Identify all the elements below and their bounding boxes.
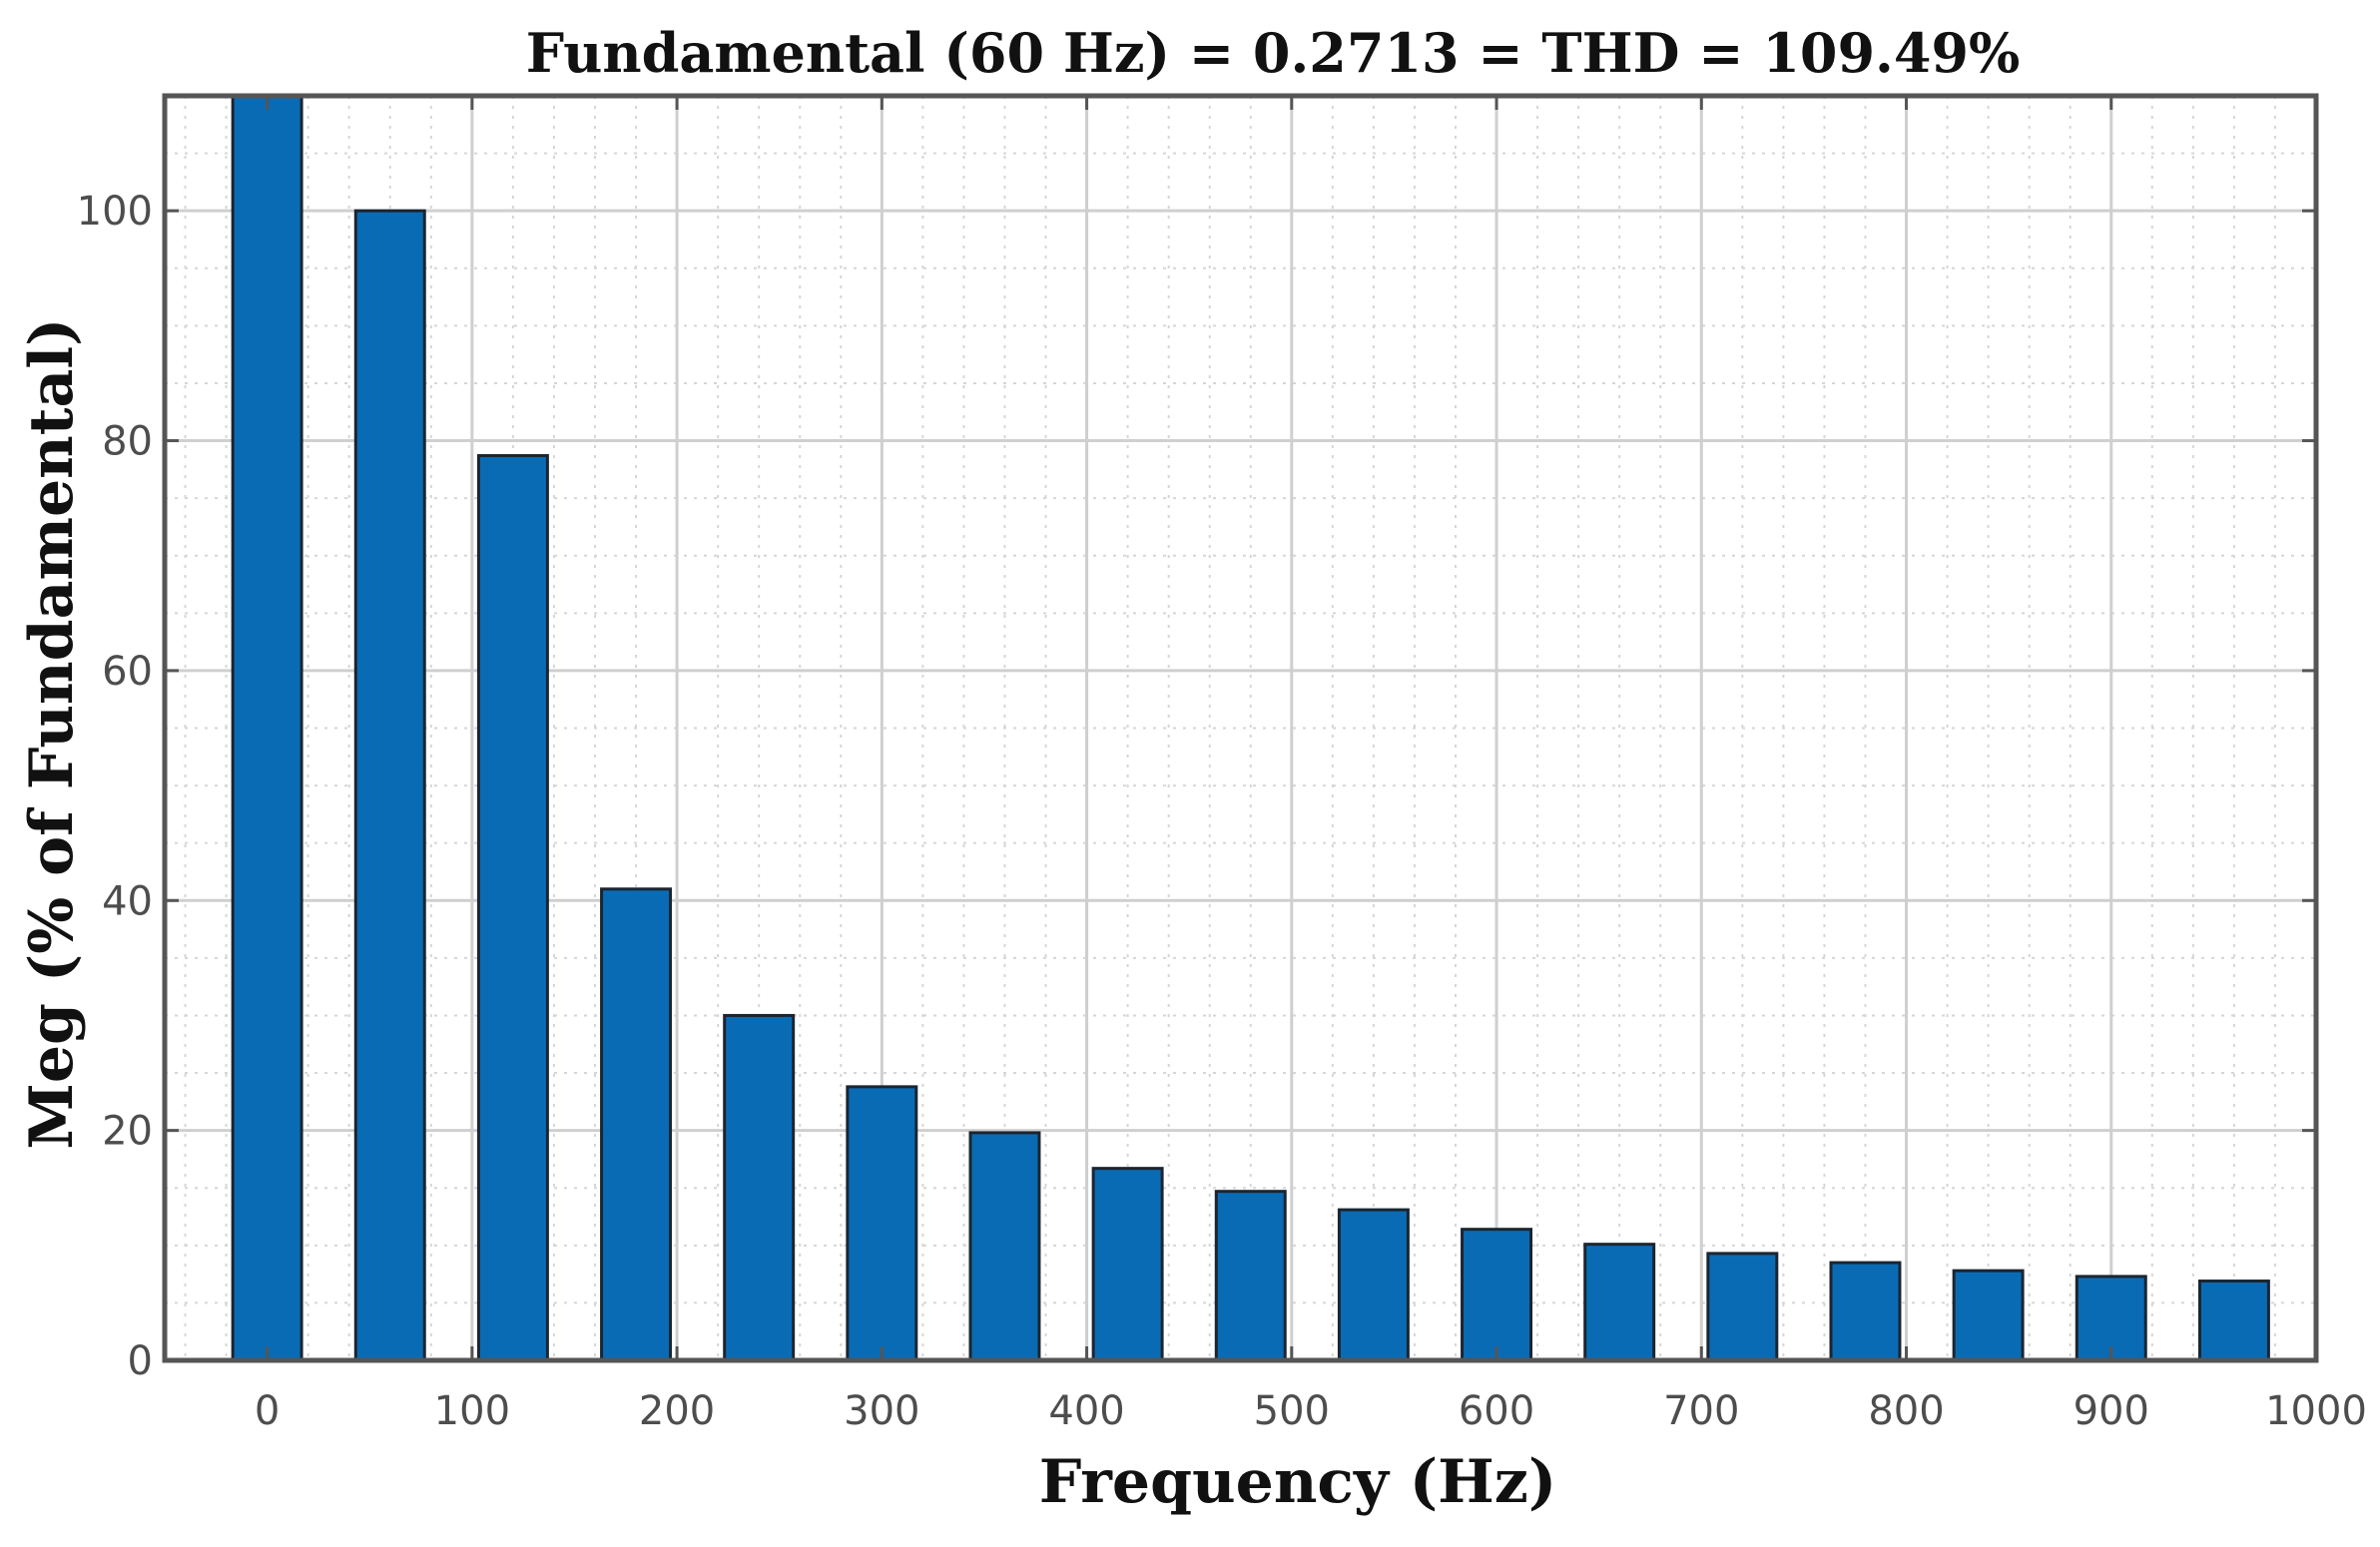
- x-tick-label: 0: [255, 1388, 280, 1434]
- bar: [1214, 1190, 1287, 1362]
- bar: [1091, 1167, 1164, 1362]
- x-tick-label: 900: [2074, 1388, 2149, 1434]
- x-axis-label: Frequency (Hz): [1039, 1447, 1557, 1517]
- axis-ticks: 0 100 200 300 400 500 600 700 800 900 1000 0 20 40 60 8…: [77, 96, 2367, 1434]
- bar: [968, 1131, 1041, 1362]
- x-tick-label: 400: [1048, 1388, 1124, 1434]
- x-tick-label: 1000: [2265, 1388, 2367, 1434]
- bar: [1337, 1208, 1410, 1362]
- x-tick-label: 500: [1254, 1388, 1330, 1434]
- bar: [1952, 1269, 2025, 1362]
- y-tick-label: 100: [77, 189, 153, 235]
- y-axis-label: Meg (% of Fundamental): [17, 317, 87, 1149]
- x-tick-label: 700: [1663, 1388, 1739, 1434]
- y-tick-label: 20: [102, 1109, 153, 1155]
- bar: [2197, 1280, 2270, 1362]
- plot-frame: [162, 93, 2319, 1363]
- bar: [231, 94, 303, 1362]
- bar: [600, 887, 673, 1362]
- bar: [1461, 1228, 1533, 1362]
- x-tick-label: 100: [434, 1388, 510, 1434]
- bar: [353, 209, 426, 1362]
- y-tick-label: 80: [102, 419, 153, 465]
- bar: [1829, 1261, 1902, 1362]
- bar: [1583, 1243, 1656, 1362]
- bar: [1706, 1252, 1779, 1362]
- y-tick-label: 0: [128, 1338, 153, 1384]
- y-tick-label: 60: [102, 649, 153, 695]
- x-tick-label: 300: [844, 1388, 919, 1434]
- bars: [231, 94, 2270, 1362]
- bar: [476, 454, 549, 1362]
- x-tick-label: 600: [1459, 1388, 1534, 1434]
- y-tick-label: 40: [102, 878, 153, 924]
- x-tick-label: 200: [639, 1388, 715, 1434]
- bar: [846, 1085, 918, 1362]
- x-tick-label: 800: [1868, 1388, 1944, 1434]
- chart-title: Fundamental (60 Hz) = 0.2713 = THD = 109…: [526, 21, 2021, 85]
- bar: [723, 1013, 796, 1362]
